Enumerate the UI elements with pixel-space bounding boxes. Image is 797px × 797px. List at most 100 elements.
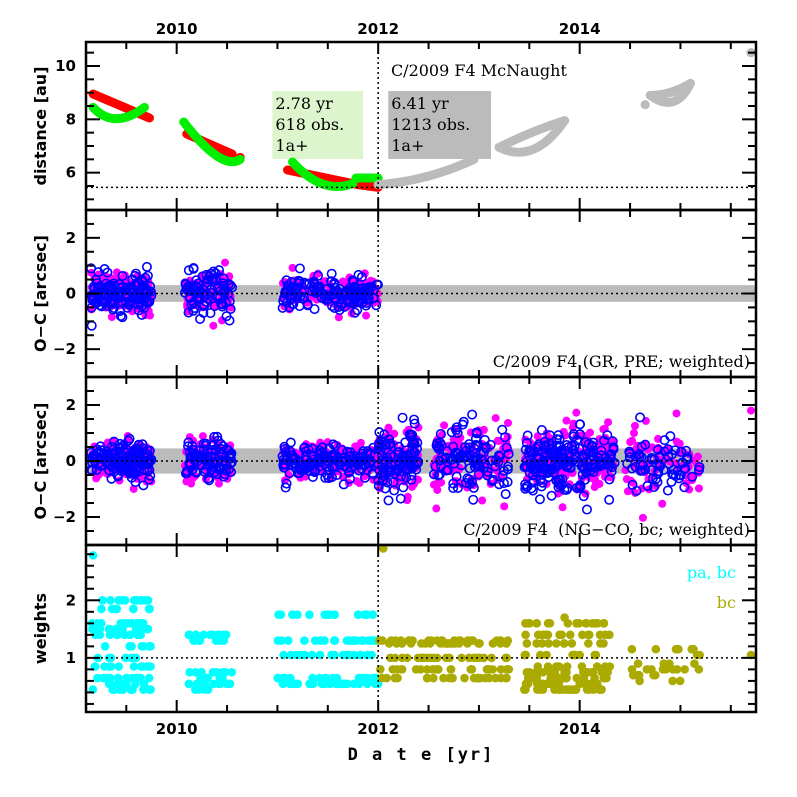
oc-point-selected — [105, 452, 116, 463]
weight-point — [587, 679, 597, 689]
weight-point — [118, 624, 127, 634]
oc-point-selected — [185, 292, 196, 303]
oc-point-all — [572, 408, 581, 417]
y-tick-label: −2 — [53, 340, 76, 358]
top-x-tick-2010: 2010 — [156, 20, 198, 38]
oc-point-selected — [501, 442, 512, 453]
weight-point — [106, 673, 115, 683]
oc-point-selected — [448, 483, 459, 494]
weight-point — [184, 630, 194, 640]
oc-point-selected — [398, 482, 409, 493]
oc-point-selected — [292, 290, 303, 301]
oc-point-selected — [214, 265, 225, 276]
weight-point — [105, 662, 115, 671]
oc-point-all — [407, 482, 416, 491]
bottom-x-tick-2012: 2012 — [357, 720, 399, 738]
oc-point-selected — [433, 441, 444, 452]
oc-point-selected — [306, 449, 317, 460]
weight-point — [185, 667, 194, 677]
weights-cluster — [273, 610, 383, 689]
weights-cluster — [184, 630, 237, 694]
weight-point — [343, 679, 352, 689]
oc-point-selected — [205, 308, 216, 319]
weight-point — [476, 673, 485, 683]
weight-point — [522, 667, 532, 677]
weight-point — [587, 619, 597, 628]
oc-point-selected — [467, 477, 478, 488]
weight-point — [144, 604, 154, 614]
weight-point — [445, 653, 454, 663]
oc-point-selected — [406, 449, 417, 460]
fit-interval-box: 2.78 yr 618 obs. 1a+ — [272, 91, 364, 159]
oc-point-selected — [137, 439, 148, 450]
weight-point — [534, 667, 544, 677]
weight-point — [522, 639, 532, 648]
oc-point-selected — [579, 474, 590, 485]
oc-point-selected — [327, 462, 338, 473]
y-tick-label: −2 — [53, 508, 76, 526]
weight-point — [377, 673, 387, 683]
weight-point — [98, 595, 107, 605]
weight-point — [222, 679, 232, 689]
oc-point-selected — [218, 471, 229, 482]
weight-point — [561, 673, 570, 683]
oc-point-all — [187, 479, 196, 488]
oc-point-all — [338, 277, 347, 286]
oc-point-all — [362, 311, 371, 320]
weight-point — [362, 650, 372, 660]
oc-point-selected — [668, 464, 679, 475]
oc-point-selected — [338, 479, 349, 490]
oc-point-selected — [224, 315, 235, 326]
oc-point-selected — [397, 466, 408, 477]
oc-point-all — [628, 436, 637, 445]
weight-point — [393, 673, 402, 683]
oc-point-selected — [547, 464, 558, 475]
oc-point-selected — [631, 485, 642, 496]
weight-point — [146, 642, 155, 651]
oc-point-selected — [575, 481, 586, 492]
oc-point-selected — [280, 482, 291, 493]
oc-point-selected — [383, 495, 394, 506]
oc-point-selected — [479, 461, 490, 472]
oc-point-selected — [138, 480, 149, 491]
oc-point-selected — [88, 281, 99, 292]
oc-point-selected — [500, 432, 511, 443]
plot-area-oc-gr-pre — [86, 258, 756, 331]
oc-point-selected — [522, 430, 533, 441]
weight-point — [274, 673, 283, 683]
oc-point-selected — [280, 459, 291, 470]
weight-point — [391, 636, 400, 645]
weight-point — [521, 619, 530, 628]
legend-bc: bc — [717, 593, 736, 612]
weight-point — [596, 639, 605, 648]
oc-point-selected — [390, 464, 401, 475]
weight-point — [523, 679, 533, 689]
oc-point-selected — [198, 299, 209, 310]
oc-point-all — [623, 487, 632, 496]
oc-point-selected — [141, 261, 152, 272]
oc-point-selected — [339, 301, 350, 312]
plot-area-weights — [87, 545, 756, 694]
oc-point-selected — [642, 480, 653, 491]
oc-point-all — [590, 483, 599, 492]
weight-point — [125, 630, 135, 640]
oc-point-selected — [342, 446, 353, 457]
full-interval-class: 1a+ — [391, 136, 424, 155]
weight-point — [565, 630, 575, 640]
oc-point-selected — [141, 448, 152, 459]
oc-point-selected — [203, 473, 214, 484]
oc-point-selected — [352, 305, 363, 316]
oc-point-selected — [542, 466, 553, 477]
weight-point — [404, 636, 414, 645]
oc-point-selected — [655, 461, 666, 472]
weight-point — [532, 639, 541, 648]
weight-point — [674, 644, 683, 654]
weights-cluster — [519, 619, 615, 694]
oc-point-selected — [226, 467, 237, 478]
oc-point-selected — [543, 472, 554, 483]
oc-point-selected — [86, 320, 97, 331]
oc-point-selected — [406, 474, 417, 485]
oc-point-selected — [527, 461, 538, 472]
oc-cluster — [519, 408, 620, 515]
oc-point-selected — [115, 311, 126, 322]
